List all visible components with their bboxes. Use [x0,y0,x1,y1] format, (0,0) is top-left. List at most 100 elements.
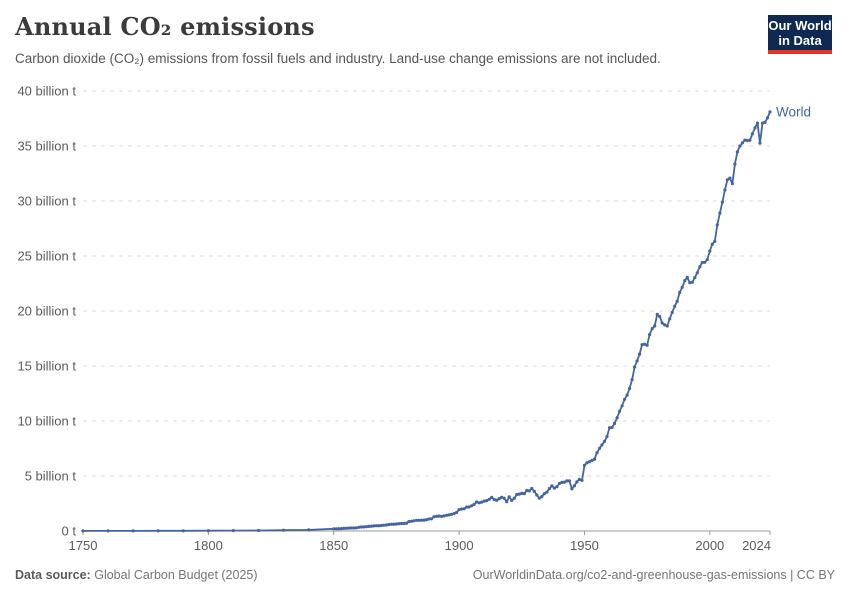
data-point-marker [587,460,592,464]
owid-logo[interactable]: Our World in Data [768,15,832,54]
data-point-marker [600,443,604,447]
data-point-marker [728,176,732,180]
data-point-marker [500,495,504,499]
data-point-marker [595,451,599,455]
data-point-marker [377,524,381,528]
data-point-marker [680,285,684,289]
data-point-marker [623,397,627,401]
chart-subtitle: Carbon dioxide (CO₂) emissions from foss… [15,51,661,66]
owid-logo-line2: in Data [778,33,822,48]
data-point-marker [758,141,762,145]
data-point-marker [678,290,682,295]
data-point-marker [713,239,717,243]
data-point-marker [675,299,679,303]
y-axis-tick-label: 5 billion t [25,469,77,484]
data-point-marker [397,522,401,526]
data-point-marker [455,510,459,515]
data-source-value[interactable]: Global Carbon Budget (2025) [94,568,258,582]
data-point-marker [572,484,577,488]
data-point-marker [407,520,411,524]
data-point-marker [342,526,346,531]
data-point-marker [460,507,464,511]
data-point-marker [394,522,398,526]
data-source-label: Data source: [15,568,91,582]
data-point-marker [655,312,659,316]
data-point-marker [555,485,559,489]
data-point-marker [705,258,709,262]
data-point-marker [181,529,185,533]
data-point-marker [730,182,735,186]
data-point-marker [743,138,747,142]
data-point-marker [457,508,461,512]
data-point-marker [502,496,506,500]
data-point-marker [404,521,408,525]
data-point-marker [703,260,707,264]
data-point-marker [522,492,526,496]
data-point-marker [615,416,619,420]
data-point-marker [550,484,554,488]
data-point-marker [477,501,481,505]
data-point-marker [567,479,572,483]
data-point-marker [530,486,534,491]
data-point-marker [610,425,614,430]
data-point-marker [660,321,664,325]
data-point-marker [384,523,388,527]
data-point-marker [379,523,383,528]
data-point-marker [344,526,348,530]
data-point-marker [645,343,649,347]
y-axis-tick-label: 30 billion t [17,194,76,209]
data-point-marker [515,492,519,497]
chart-title: Annual CO₂ emissions [15,12,315,41]
data-point-marker [334,527,338,531]
data-point-marker [648,333,652,337]
data-point-marker [399,521,403,526]
data-point-marker [547,487,552,491]
data-point-marker [570,487,574,491]
data-point-marker [492,497,496,502]
data-point-marker [475,500,479,504]
data-point-marker [347,526,351,530]
data-point-marker [432,515,436,519]
data-point-marker [422,518,426,522]
y-axis-tick-label: 25 billion t [17,249,76,264]
data-point-marker [417,518,421,522]
data-point-marker [357,525,361,529]
data-point-marker [695,271,699,275]
data-point-marker [663,323,667,327]
data-point-marker [753,126,757,130]
data-point-marker [282,528,286,532]
world-series-label[interactable]: World [776,104,811,119]
data-point-marker [658,314,662,319]
data-point-marker [332,527,336,531]
data-point-marker [592,457,597,461]
data-point-marker [628,386,632,390]
y-axis-tick-label: 0 t [62,524,77,539]
data-point-marker [560,480,564,484]
data-point-marker [445,513,449,517]
data-point-marker [535,493,539,497]
data-point-marker [480,500,484,504]
data-point-marker [364,525,368,529]
data-point-marker [755,121,760,125]
data-point-marker [505,500,509,504]
data-point-marker [602,439,607,443]
data-point-marker [607,426,612,430]
data-point-marker [668,317,672,321]
data-point-marker [382,523,386,527]
data-point-marker [635,359,639,363]
data-point-marker [715,223,719,227]
data-point-marker [633,365,637,369]
data-point-marker [552,486,557,490]
data-point-marker [389,522,393,526]
owid-url-link[interactable]: OurWorldinData.org/co2-and-greenhouse-ga… [472,568,835,582]
data-point-marker [307,528,311,532]
data-point-marker [690,280,694,284]
data-point-marker [374,524,378,528]
data-point-marker [673,304,677,308]
data-point-marker [582,463,587,467]
data-point-marker [409,519,414,523]
data-point-marker [738,144,742,148]
x-axis-tick-label: 1800 [194,538,223,553]
x-axis-tick-label: 1750 [69,538,98,553]
